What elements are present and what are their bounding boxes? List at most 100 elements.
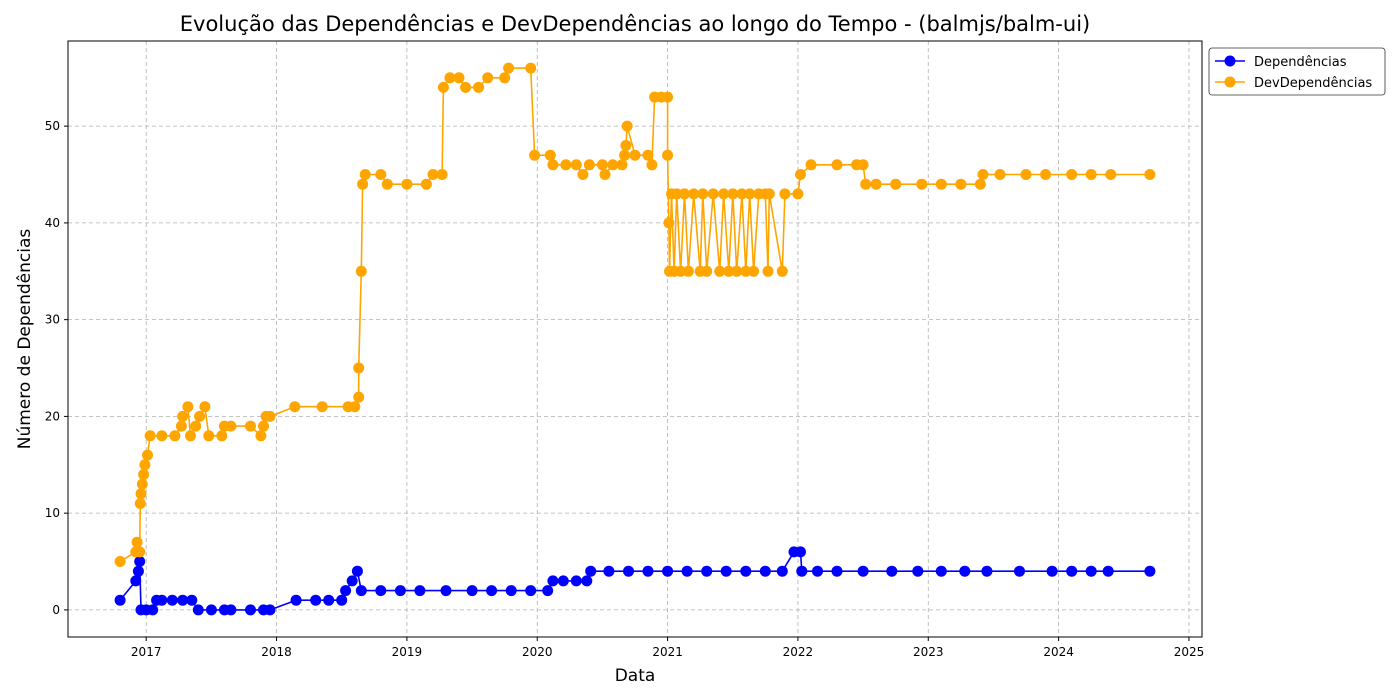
series-line-devdependencias — [119, 67, 1150, 563]
data-point — [147, 604, 159, 616]
data-point — [142, 449, 153, 461]
data-point — [720, 565, 732, 577]
data-point — [375, 169, 387, 180]
data-point — [697, 188, 709, 200]
data-point — [427, 169, 439, 180]
data-point — [1066, 169, 1078, 180]
data-point — [114, 556, 126, 567]
data-point — [349, 401, 361, 413]
y-tick-label: 40 — [45, 216, 60, 230]
data-point — [351, 565, 363, 577]
x-tick-label: 2021 — [652, 645, 683, 659]
data-point — [503, 62, 515, 74]
data-point — [264, 410, 276, 422]
data-point — [340, 585, 352, 597]
legend-marker — [1224, 76, 1236, 88]
data-point — [570, 159, 582, 171]
data-point — [355, 265, 367, 277]
data-point — [225, 604, 237, 616]
data-point — [805, 159, 817, 171]
legend-marker — [1224, 55, 1236, 67]
data-point — [353, 391, 365, 403]
x-tick-label: 2024 — [1043, 645, 1074, 659]
data-point — [870, 178, 882, 190]
x-tick-label: 2020 — [522, 645, 553, 659]
data-point — [134, 556, 146, 567]
legend-label: Dependências — [1254, 55, 1347, 70]
data-point — [560, 159, 572, 171]
grid — [68, 41, 1202, 637]
data-point — [682, 265, 694, 277]
data-point — [860, 178, 872, 190]
data-point — [581, 575, 593, 587]
data-point — [916, 178, 928, 190]
data-point — [529, 149, 541, 161]
data-point — [776, 565, 788, 577]
data-point — [525, 62, 537, 74]
data-point — [714, 265, 726, 277]
data-point — [444, 72, 456, 84]
data-point — [792, 188, 804, 200]
data-point — [663, 217, 675, 229]
x-tick-label: 2023 — [913, 645, 944, 659]
data-point — [620, 140, 632, 151]
data-point — [583, 159, 595, 171]
data-point — [701, 565, 713, 577]
data-point — [114, 594, 126, 606]
data-point — [190, 420, 202, 432]
data-point — [1085, 565, 1097, 577]
data-point — [544, 149, 556, 161]
data-point — [440, 585, 452, 597]
data-point — [623, 565, 634, 577]
y-tick-label: 20 — [45, 409, 60, 423]
data-point — [646, 159, 658, 171]
data-point — [890, 178, 902, 190]
data-point — [736, 188, 748, 200]
data-point — [138, 469, 150, 480]
data-point — [175, 420, 187, 432]
data-point — [727, 188, 739, 200]
data-point — [776, 265, 788, 277]
legend-box — [1208, 47, 1386, 96]
data-point — [1040, 169, 1052, 180]
data-point — [453, 72, 465, 84]
data-point — [323, 594, 335, 606]
data-point — [831, 565, 843, 577]
x-tick-label: 2019 — [392, 645, 423, 659]
data-point — [642, 149, 654, 161]
data-point — [420, 178, 432, 190]
data-point — [994, 169, 1006, 180]
data-point — [264, 604, 276, 616]
data-point — [1144, 169, 1156, 180]
data-point — [763, 188, 775, 200]
chart-title: Evolução das Dependências e DevDependênc… — [180, 12, 1090, 36]
data-point — [357, 178, 369, 190]
data-point — [381, 178, 393, 190]
data-point — [795, 546, 806, 558]
data-point — [796, 565, 808, 577]
data-point — [166, 594, 178, 606]
data-point — [740, 265, 752, 277]
data-point — [192, 604, 204, 616]
data-point — [701, 265, 713, 277]
data-point — [203, 430, 215, 442]
data-point — [144, 430, 156, 442]
data-point — [762, 265, 774, 277]
data-point — [353, 362, 365, 374]
data-point — [205, 604, 217, 616]
data-point — [310, 594, 322, 606]
data-point — [886, 565, 898, 577]
data-point — [981, 565, 993, 577]
data-point — [473, 81, 485, 93]
data-point — [748, 265, 760, 277]
axis-ticks: 2017 2018 2019 2020 2021 2022 2023 2024 2025 0 10 2… — [45, 119, 1205, 659]
data-point — [525, 585, 537, 597]
data-point — [1102, 565, 1114, 577]
data-point — [169, 430, 181, 442]
data-point — [1020, 169, 1032, 180]
data-point — [131, 536, 143, 548]
x-axis-title: Data — [615, 666, 656, 686]
data-point — [336, 594, 348, 606]
data-point — [759, 565, 771, 577]
